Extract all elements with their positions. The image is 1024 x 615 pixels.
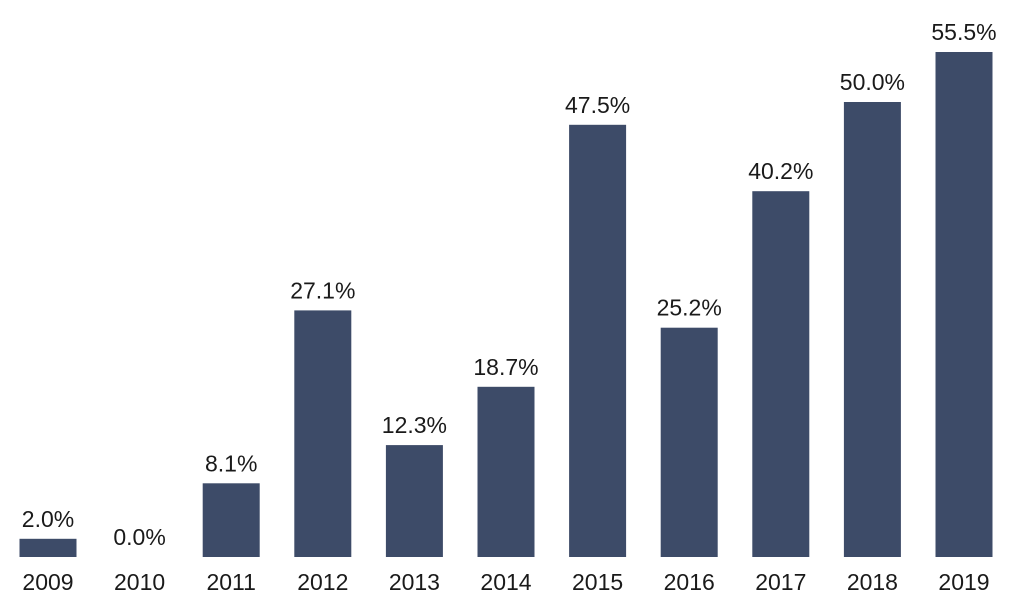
- value-label-2014: 18.7%: [473, 354, 538, 380]
- x-tick-label-2011: 2011: [206, 569, 255, 595]
- bar-2017: [752, 191, 810, 557]
- x-tick-label-2015: 2015: [572, 569, 623, 595]
- x-tick-label-2014: 2014: [480, 569, 531, 595]
- value-label-2011: 8.1%: [205, 450, 257, 476]
- value-labels-group: 2.0% 0.0% 8.1% 27.1% 12.3% 18.7% 47.5% 25.2% 40.…: [22, 19, 997, 550]
- x-tick-label-2010: 2010: [114, 569, 165, 595]
- x-tick-label-2019: 2019: [938, 569, 989, 595]
- value-label-2010: 0.0%: [113, 524, 165, 550]
- bar-2015: [569, 124, 627, 558]
- bar-2012: [294, 310, 352, 557]
- bar-2016: [660, 327, 718, 557]
- bar-2011: [202, 483, 260, 557]
- bar-2019: [935, 52, 993, 557]
- bars-group: [19, 52, 993, 558]
- value-label-2012: 27.1%: [290, 277, 355, 303]
- value-label-2009: 2.0%: [22, 506, 74, 532]
- bar-2009: [19, 538, 77, 557]
- bar-2013: [385, 445, 443, 557]
- value-label-2013: 12.3%: [382, 412, 447, 438]
- x-tick-label-2012: 2012: [297, 569, 348, 595]
- value-label-2018: 50.0%: [840, 69, 905, 95]
- bar-2014: [477, 386, 535, 557]
- value-label-2016: 25.2%: [657, 295, 722, 321]
- x-axis-tick-labels: 2009 2010 2011 2012 2013 2014 2015 2016 2017 2018…: [22, 569, 989, 595]
- value-label-2017: 40.2%: [748, 158, 813, 184]
- value-label-2019: 55.5%: [931, 19, 996, 45]
- x-tick-label-2018: 2018: [847, 569, 898, 595]
- x-tick-label-2016: 2016: [664, 569, 715, 595]
- x-tick-label-2013: 2013: [389, 569, 440, 595]
- bar-2018: [843, 102, 901, 557]
- x-tick-label-2017: 2017: [755, 569, 806, 595]
- x-tick-label-2009: 2009: [22, 569, 73, 595]
- value-label-2015: 47.5%: [565, 92, 630, 118]
